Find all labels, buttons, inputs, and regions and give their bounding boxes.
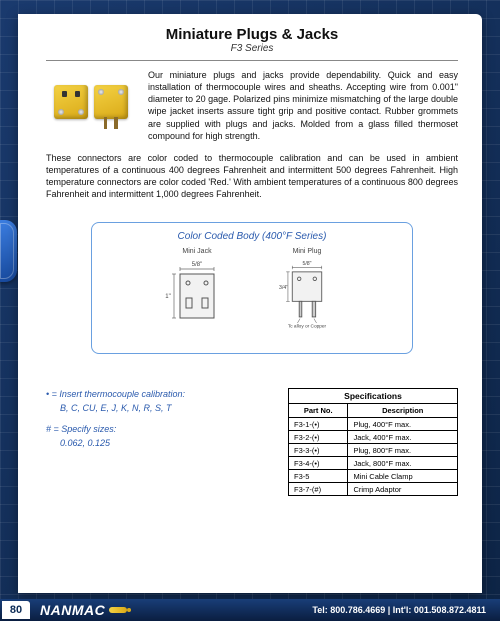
table-row: F3-2-(•)Jack, 400°F max. (289, 431, 458, 444)
footer-contact: Tel: 800.786.4669 | Int'l: 001.508.872.4… (312, 605, 486, 615)
table-row: F3-5Mini Cable Clamp (289, 470, 458, 483)
mini-plug-icon (94, 85, 128, 119)
dim-height-plug: 3/4" (279, 286, 288, 292)
product-image (46, 69, 136, 135)
page-content: Miniature Plugs & Jacks F3 Series Our mi… (18, 14, 482, 593)
legend-row: • = Insert thermocouple calibration: B, … (46, 388, 458, 496)
legend-sizes: # = Specify sizes: (46, 423, 185, 437)
table-cell: Jack, 400°F max. (348, 431, 458, 444)
table-cell: Plug, 800°F max. (348, 444, 458, 457)
legend-text: • = Insert thermocouple calibration: B, … (46, 388, 185, 450)
table-row: F3-7-(#)Crimp Adaptor (289, 483, 458, 496)
legend-sizes-values: 0.062, 0.125 (46, 437, 185, 451)
table-row: F3-3-(•)Plug, 800°F max. (289, 444, 458, 457)
diagram-plug-label: Mini Plug (272, 248, 342, 255)
diagram-jack-label: Mini Jack (162, 248, 232, 255)
side-tab (0, 220, 17, 282)
spec-title: Specifications (289, 389, 458, 404)
table-row: F3-1-(•)Plug, 400°F max. (289, 418, 458, 431)
table-cell: F3-2-(•) (289, 431, 348, 444)
dim-height-jack: 1" (165, 294, 170, 300)
table-cell: Jack, 800°F max. (348, 457, 458, 470)
diagram-footer-label: Tc alloy or Copper (288, 324, 327, 330)
spec-col-desc: Description (348, 404, 458, 418)
mini-jack-icon (54, 85, 88, 119)
page-subtitle: F3 Series (46, 43, 458, 54)
table-cell: Mini Cable Clamp (348, 470, 458, 483)
brand-icon (109, 607, 127, 613)
diagram-jack: Mini Jack 5/8" 1" (162, 248, 232, 341)
table-cell: Crimp Adaptor (348, 483, 458, 496)
legend-calibration-values: B, C, CU, E, J, K, N, R, S, T (46, 402, 185, 416)
intro-paragraph: Our miniature plugs and jacks provide de… (148, 69, 458, 142)
title-divider (46, 60, 458, 61)
table-cell: F3-4-(•) (289, 457, 348, 470)
table-row: F3-4-(•)Jack, 800°F max. (289, 457, 458, 470)
spec-table: Specifications Part No. Description F3-1… (288, 388, 458, 496)
table-cell: F3-7-(#) (289, 483, 348, 496)
page-title: Miniature Plugs & Jacks (46, 26, 458, 43)
diagram-plug: Mini Plug 5/8" 3/4" Tc alloy or Copper (272, 248, 342, 341)
brand-name: NANMAC (40, 602, 105, 618)
brand-logo: NANMAC (40, 602, 127, 618)
table-cell: F3-3-(•) (289, 444, 348, 457)
table-cell: Plug, 400°F max. (348, 418, 458, 431)
dim-width-jack: 5/8" (192, 262, 202, 268)
page-footer: 80 NANMAC Tel: 800.786.4669 | Int'l: 001… (0, 599, 500, 621)
intro-row: Our miniature plugs and jacks provide de… (46, 69, 458, 142)
table-cell: F3-5 (289, 470, 348, 483)
spec-col-partno: Part No. (289, 404, 348, 418)
diagram-title: Color Coded Body (400°F Series) (102, 231, 401, 242)
dim-width-plug: 5/8" (302, 261, 311, 267)
page-number: 80 (2, 601, 30, 619)
body-paragraph: These connectors are color coded to ther… (46, 152, 458, 201)
legend-calibration: • = Insert thermocouple calibration: (46, 388, 185, 402)
table-cell: F3-1-(•) (289, 418, 348, 431)
diagram-box: Color Coded Body (400°F Series) Mini Jac… (91, 222, 412, 354)
